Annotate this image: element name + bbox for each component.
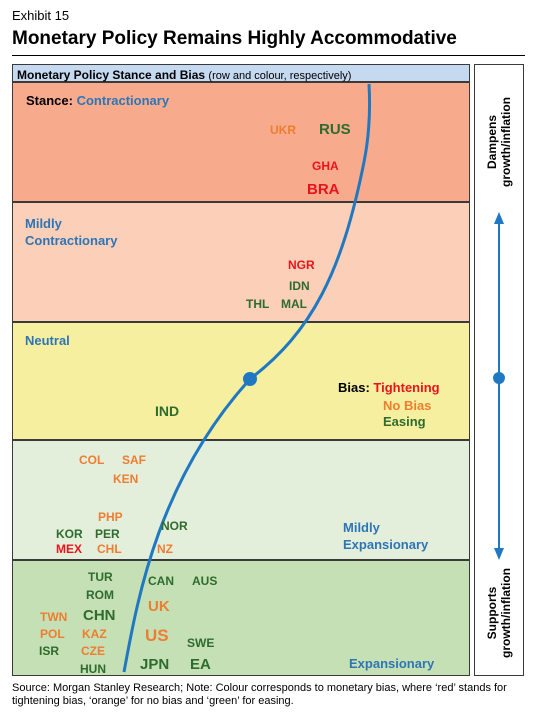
curve-midpoint bbox=[243, 372, 257, 386]
band-expansionary bbox=[12, 560, 470, 676]
band-contractionary bbox=[12, 82, 470, 202]
country-aus: AUS bbox=[192, 574, 218, 588]
country-twn: TWN bbox=[40, 610, 68, 624]
country-mal: MAL bbox=[281, 297, 307, 311]
country-isr: ISR bbox=[39, 644, 60, 658]
country-thl: THL bbox=[246, 297, 270, 311]
title-rule bbox=[12, 55, 525, 56]
band-mildly-contractionary bbox=[12, 202, 470, 322]
mildly-contractionary-line1: Mildly bbox=[25, 216, 62, 231]
side-arrow-dot bbox=[493, 372, 505, 384]
country-mex: MEX bbox=[56, 542, 83, 556]
exhibit-label: Exhibit 15 bbox=[12, 8, 70, 23]
bias-prefix: Bias: bbox=[338, 380, 370, 395]
neutral-label: Neutral bbox=[25, 333, 70, 348]
arrow-up-head bbox=[494, 212, 504, 224]
bias-legend-title: Bias: Tightening bbox=[338, 380, 440, 395]
diagram-graphics bbox=[122, 83, 505, 673]
mildly-expansionary-line1: Mildly bbox=[343, 520, 380, 535]
header-band: Monetary Policy Stance and Bias (row and… bbox=[12, 64, 470, 82]
band-neutral bbox=[12, 322, 470, 440]
country-us: US bbox=[145, 626, 169, 645]
diagram-frame: Monetary Policy Stance and Bias (row and… bbox=[12, 62, 525, 677]
country-swe: SWE bbox=[187, 636, 215, 650]
country-bra: BRA bbox=[307, 181, 340, 198]
side-top-line2: growth/inflation bbox=[499, 97, 513, 187]
country-idn: IDN bbox=[289, 279, 310, 293]
country-nor: NOR bbox=[161, 519, 188, 533]
country-ngr: NGR bbox=[288, 258, 315, 272]
side-text-top: Dampens growth/inflation bbox=[485, 90, 513, 194]
side-bottom-line2: growth/inflation bbox=[499, 568, 513, 658]
country-pol: POL bbox=[40, 627, 65, 641]
header-sub: (row and colour, respectively) bbox=[208, 70, 352, 82]
country-chn: CHN bbox=[83, 607, 116, 624]
mildly-expansionary-line2: Expansionary bbox=[343, 537, 429, 552]
header-text: Monetary Policy Stance and Bias (row and… bbox=[17, 68, 351, 82]
country-gha: GHA bbox=[312, 159, 339, 173]
country-ken: KEN bbox=[113, 472, 139, 486]
mildly-contractionary-line2: Contractionary bbox=[25, 233, 118, 248]
country-per: PER bbox=[95, 527, 120, 541]
country-uk: UK bbox=[148, 598, 170, 615]
country-col: COL bbox=[79, 453, 105, 467]
legend-easing: Easing bbox=[383, 414, 426, 429]
figure-title: Monetary Policy Remains Highly Accommoda… bbox=[12, 28, 457, 49]
policy-curve bbox=[122, 83, 371, 673]
band-mildly-expansionary bbox=[12, 440, 470, 560]
country-ind: IND bbox=[155, 403, 180, 419]
country-kaz: KAZ bbox=[82, 627, 107, 641]
arrow-down-head bbox=[494, 548, 504, 560]
country-ukr: UKR bbox=[270, 123, 296, 137]
mildly-expansionary-label: Mildly Expansionary bbox=[343, 519, 428, 553]
side-text-bottom: Supports growth/inflation bbox=[485, 561, 513, 665]
country-ea: EA bbox=[190, 656, 211, 673]
country-tur: TUR bbox=[88, 570, 113, 584]
legend-no-bias: No Bias bbox=[383, 398, 432, 413]
expansionary-label: Expansionary bbox=[349, 656, 435, 671]
mildly-contractionary-label: Mildly Contractionary bbox=[25, 215, 117, 249]
country-nz: NZ bbox=[157, 542, 173, 556]
contractionary-label: Contractionary bbox=[76, 93, 170, 108]
legend-tightening: Tightening bbox=[373, 380, 440, 395]
country-saf: SAF bbox=[122, 453, 146, 467]
source-note: Source: Morgan Stanley Research; Note: C… bbox=[12, 682, 507, 707]
country-can: CAN bbox=[148, 574, 174, 588]
country-chl: CHL bbox=[97, 542, 122, 556]
country-kor: KOR bbox=[56, 527, 83, 541]
country-hun: HUN bbox=[80, 662, 106, 676]
country-rus: RUS bbox=[319, 121, 351, 138]
country-php: PHP bbox=[98, 510, 123, 524]
side-top-line1: Dampens bbox=[485, 114, 499, 170]
header-main: Monetary Policy Stance and Bias bbox=[17, 68, 206, 82]
country-cze: CZE bbox=[81, 644, 105, 658]
stance-prefix: Stance: bbox=[26, 93, 73, 108]
stance-label: Stance: Contractionary bbox=[26, 93, 169, 108]
country-rom: ROM bbox=[86, 588, 114, 602]
side-bottom-line1: Supports bbox=[485, 586, 499, 640]
country-jpn: JPN bbox=[140, 656, 170, 673]
